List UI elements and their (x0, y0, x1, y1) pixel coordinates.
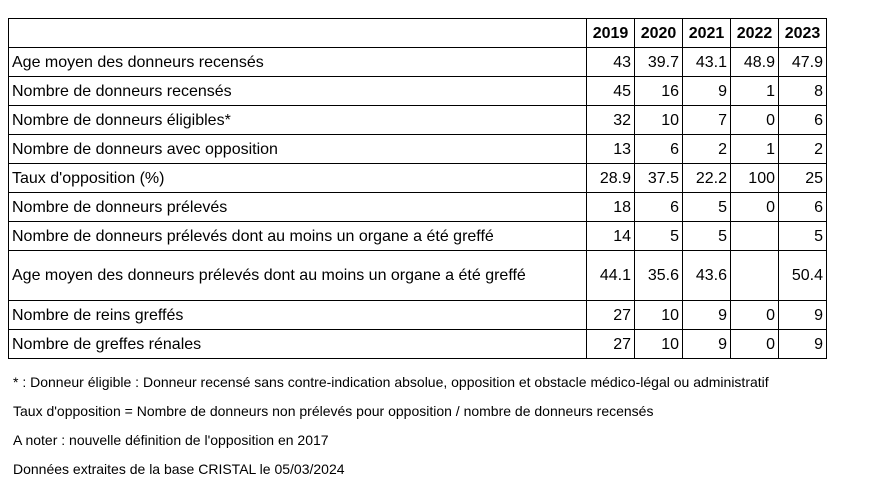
cell-value: 39.7 (634, 47, 683, 77)
table-row: Nombre de reins greffés 27 10 9 0 9 (8, 300, 827, 330)
cell-value: 10 (634, 329, 683, 359)
cell-value: 27 (586, 300, 635, 330)
cell-value: 9 (778, 329, 827, 359)
cell-value: 27 (586, 329, 635, 359)
cell-value: 37.5 (634, 163, 683, 193)
cell-value: 22.2 (682, 163, 731, 193)
table-row: Age moyen des donneurs prélevés dont au … (8, 250, 827, 301)
footnote-opposition-definition: A noter : nouvelle définition de l'oppos… (13, 432, 329, 448)
row-label: Nombre de donneurs prélevés dont au moin… (8, 221, 587, 251)
cell-value: 5 (634, 221, 683, 251)
footnote-eligible-definition: * : Donneur éligible : Donneur recensé s… (13, 374, 769, 390)
cell-value: 1 (730, 76, 779, 106)
year-header: 2019 (586, 18, 635, 48)
header-row: 2019 2020 2021 2022 2023 (8, 18, 827, 48)
row-label: Nombre de greffes rénales (8, 329, 587, 359)
cell-value: 8 (778, 76, 827, 106)
cell-value: 9 (682, 300, 731, 330)
cell-value: 28.9 (586, 163, 635, 193)
table-row: Nombre de greffes rénales 27 10 9 0 9 (8, 329, 827, 359)
cell-value: 43 (586, 47, 635, 77)
cell-value: 7 (682, 105, 731, 135)
cell-value: 18 (586, 192, 635, 222)
table-row: Age moyen des donneurs recensés 43 39.7 … (8, 47, 827, 77)
cell-value: 6 (634, 192, 683, 222)
cell-value: 5 (778, 221, 827, 251)
table-row: Nombre de donneurs avec opposition 13 6 … (8, 134, 827, 164)
cell-value: 10 (634, 300, 683, 330)
year-header: 2020 (634, 18, 683, 48)
cell-value: 25 (778, 163, 827, 193)
cell-value: 47.9 (778, 47, 827, 77)
cell-value: 5 (682, 221, 731, 251)
cell-value: 14 (586, 221, 635, 251)
cell-value: 16 (634, 76, 683, 106)
row-label: Nombre de donneurs recensés (8, 76, 587, 106)
cell-value: 6 (778, 192, 827, 222)
footnotes: * : Donneur éligible : Donneur recensé s… (13, 373, 769, 489)
table-row: Taux d'opposition (%) 28.9 37.5 22.2 100… (8, 163, 827, 193)
row-label: Nombre de reins greffés (8, 300, 587, 330)
cell-value: 0 (730, 105, 779, 135)
year-header: 2023 (778, 18, 827, 48)
cell-value: 35.6 (634, 250, 683, 301)
cell-value: 0 (730, 300, 779, 330)
year-header: 2021 (682, 18, 731, 48)
row-label: Nombre de donneurs avec opposition (8, 134, 587, 164)
cell-value: 1 (730, 134, 779, 164)
row-label: Nombre de donneurs éligibles* (8, 105, 587, 135)
donor-statistics-table: 2019 2020 2021 2022 2023 Age moyen des d… (8, 18, 827, 359)
cell-value: 9 (778, 300, 827, 330)
footnote-data-source: Données extraites de la base CRISTAL le … (13, 461, 345, 477)
cell-value: 48.9 (730, 47, 779, 77)
table-row: Nombre de donneurs éligibles* 32 10 7 0 … (8, 105, 827, 135)
cell-value: 0 (730, 192, 779, 222)
cell-value: 13 (586, 134, 635, 164)
cell-value: 9 (682, 76, 731, 106)
cell-value: 9 (682, 329, 731, 359)
cell-value: 2 (778, 134, 827, 164)
year-header: 2022 (730, 18, 779, 48)
cell-value: 45 (586, 76, 635, 106)
row-label: Taux d'opposition (%) (8, 163, 587, 193)
cell-value (730, 250, 779, 301)
table-row: Nombre de donneurs recensés 45 16 9 1 8 (8, 76, 827, 106)
table-row: Nombre de donneurs prélevés 18 6 5 0 6 (8, 192, 827, 222)
cell-value: 0 (730, 329, 779, 359)
cell-value: 6 (778, 105, 827, 135)
cell-value: 2 (682, 134, 731, 164)
row-label: Age moyen des donneurs recensés (8, 47, 587, 77)
row-label: Nombre de donneurs prélevés (8, 192, 587, 222)
cell-value: 50.4 (778, 250, 827, 301)
row-label: Age moyen des donneurs prélevés dont au … (8, 250, 587, 301)
cell-value: 10 (634, 105, 683, 135)
cell-value: 6 (634, 134, 683, 164)
cell-value (730, 221, 779, 251)
cell-value: 43.6 (682, 250, 731, 301)
cell-value: 44.1 (586, 250, 635, 301)
cell-value: 5 (682, 192, 731, 222)
footnote-opposition-rate: Taux d'opposition = Nombre de donneurs n… (13, 403, 654, 419)
header-corner (8, 18, 587, 48)
cell-value: 32 (586, 105, 635, 135)
cell-value: 100 (730, 163, 779, 193)
table-row: Nombre de donneurs prélevés dont au moin… (8, 221, 827, 251)
cell-value: 43.1 (682, 47, 731, 77)
